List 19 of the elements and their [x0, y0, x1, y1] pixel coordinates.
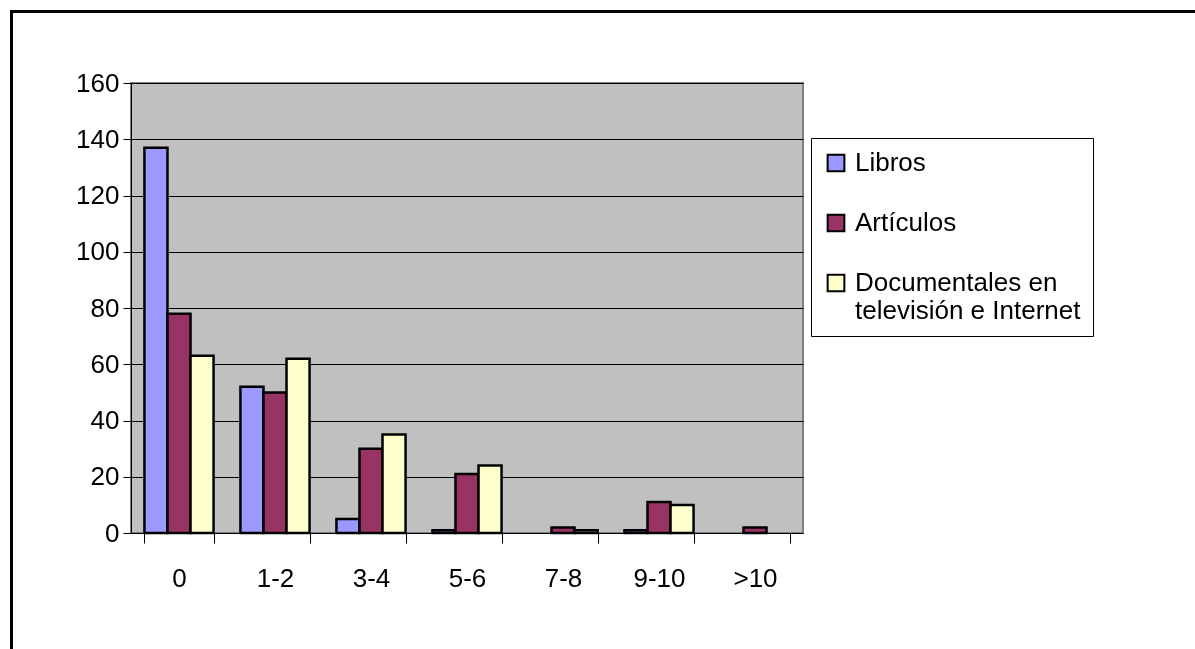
- y-tick-label: 120: [76, 180, 120, 210]
- legend-label: Artículos: [855, 207, 957, 237]
- x-tick-label: 5-6: [448, 562, 487, 593]
- legend-label: Documentales en televisión e Internet: [855, 267, 1082, 325]
- y-tick-label: 140: [76, 123, 120, 154]
- x-tick-label: 1-2: [256, 562, 295, 593]
- legend-label: Libros: [855, 147, 926, 177]
- x-tick-label: 3-4: [352, 562, 391, 593]
- x-tick-label: 7-8: [544, 562, 583, 593]
- y-tick-label: 40: [90, 405, 120, 435]
- y-tick-label: 60: [90, 348, 120, 379]
- x-tick-label: >10: [733, 562, 778, 593]
- y-tick-label: 20: [90, 461, 120, 492]
- x-tick-label: 9-10: [633, 562, 686, 593]
- y-tick-label: 80: [90, 292, 120, 323]
- y-tick-label: 160: [76, 67, 120, 98]
- x-tick-label: 0: [172, 562, 187, 593]
- y-tick-label: 0: [105, 517, 120, 548]
- y-tick-label: 100: [76, 236, 120, 267]
